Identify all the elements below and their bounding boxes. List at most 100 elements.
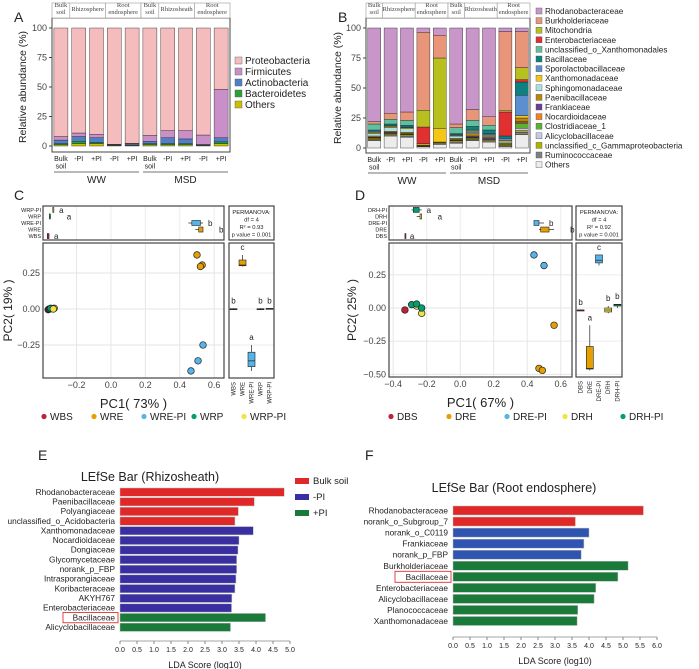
bar-segment-clostridiaceae-1 xyxy=(515,123,529,129)
data-point-wre-pi xyxy=(187,367,195,375)
pc2-box-group-label: DRE-PI xyxy=(597,381,603,402)
condition-label: WW xyxy=(87,175,106,186)
significance-letter: a xyxy=(249,333,254,342)
pc2-box-wre-pi xyxy=(247,351,256,367)
x-tick-label: 2.5 xyxy=(533,643,543,650)
data-point-dre xyxy=(538,366,546,375)
bar-segment-others xyxy=(482,141,496,149)
pc1-box-group-label: WRP-PI xyxy=(21,208,41,214)
bar-segment-actinobacteria xyxy=(89,137,104,143)
x-axis-label: PC1( 67% ) xyxy=(447,395,514,410)
x-tick-label: Bulk soil xyxy=(143,156,157,171)
bar-label: Enterobacteriaceae xyxy=(376,583,448,593)
header-group-label: Root endosphere xyxy=(499,2,529,16)
panel-label-f: F xyxy=(365,447,374,463)
x-tick-label: +PI xyxy=(516,157,527,164)
bar-segment-unclassified-o-xanthomonadales xyxy=(465,120,480,127)
legend-dot xyxy=(504,413,510,420)
legend-label: Firmicutes xyxy=(245,67,291,78)
legend-dot xyxy=(41,413,47,420)
y-axis-label: Relative abundance (%) xyxy=(332,32,344,144)
x-tick-label: 1.5 xyxy=(166,647,176,654)
lda-bar xyxy=(452,572,619,582)
bar-segment-burkholderiaceae xyxy=(383,112,398,120)
x-tick-label: −0.4 xyxy=(384,379,402,389)
condition-label: WW xyxy=(398,176,417,187)
pc2-boxplot-frame xyxy=(575,242,623,378)
x-tick-label: 4.0 xyxy=(584,643,594,650)
legend-label: Bulk soil xyxy=(313,476,348,487)
bar-segment-proteobacteria xyxy=(89,27,104,135)
pc1-box-drh xyxy=(419,213,422,220)
x-tick-label: +PI xyxy=(216,156,227,163)
lda-bar xyxy=(452,561,629,571)
bar-segment-alicyclobacillaceae xyxy=(515,127,529,131)
x-tick-label: 1.0 xyxy=(149,647,159,654)
y-tick-label: −0.50 xyxy=(363,369,386,379)
bar-segment-rhodanobacteraceae xyxy=(383,27,398,114)
lda-bar xyxy=(119,593,233,603)
legend-swatch xyxy=(234,56,243,65)
condition-label: MSD xyxy=(478,176,500,187)
lda-bar xyxy=(452,605,579,615)
y-axis-label: PC2( 25% ) xyxy=(345,279,359,341)
header-group-label: Root endosphere xyxy=(417,2,447,16)
bar-segment-rhodanobacteraceae xyxy=(449,27,463,125)
bar-segment-proteobacteria xyxy=(178,27,193,131)
lda-bar xyxy=(119,497,255,507)
bar-segment-bacillaceae xyxy=(498,135,513,139)
x-tick-label: 3.0 xyxy=(550,643,560,650)
legend-dot xyxy=(91,413,97,420)
legend-swatch xyxy=(535,46,543,53)
data-point-dbs xyxy=(401,306,409,314)
significance-letter: a xyxy=(427,206,432,215)
legend-label: DRE xyxy=(455,412,476,423)
bar-segment-unclassified-c-gammaproteobacteria xyxy=(515,130,529,133)
bar-segment-others xyxy=(449,142,463,149)
permanova-r2: R² = 0.93 xyxy=(239,225,263,231)
x-tick-label: 0.0 xyxy=(448,643,458,650)
bar-label: Polyangiaceae xyxy=(61,506,116,516)
bar-segment-others xyxy=(433,144,447,149)
panel-f-lefse-bar-chart: LEfSe Bar (Root endosphere) Rhodanobacter… xyxy=(364,481,662,666)
bar-segment-others xyxy=(71,143,86,147)
lda-bar xyxy=(119,545,239,555)
highlight-box xyxy=(62,612,119,624)
bar-segment-others xyxy=(89,143,104,147)
significance-letter: b xyxy=(606,294,611,303)
bar-label: Burkholderiaceae xyxy=(383,561,448,571)
y-tick-label: −0.25 xyxy=(363,336,386,346)
bar-segment-unclassified-o-xanthomonadales xyxy=(367,123,381,131)
header-group-label: Bulk soil xyxy=(144,2,157,16)
permanova-box xyxy=(575,205,623,241)
bar-segment-actinobacteria xyxy=(142,141,158,144)
legend-swatch xyxy=(535,122,543,130)
bar-label: Rhodanobacteraceae xyxy=(36,487,116,497)
data-point-dre xyxy=(550,321,558,329)
bar-segment-firmicutes xyxy=(160,130,175,138)
pc1-boxplot-frame xyxy=(42,205,225,241)
bar-segment-proteobacteria xyxy=(107,27,122,145)
pc1-box-wbs xyxy=(47,233,50,239)
legend-dot xyxy=(388,413,394,420)
legend-label: unclassified_o_Xanthomonadales xyxy=(545,45,667,54)
bar-label: Alicyclobacillaceae xyxy=(378,594,448,604)
legend-label: Burkholderiaceae xyxy=(545,17,609,26)
bar-segment-firmicutes xyxy=(71,132,86,137)
y-tick-label: 0.25 xyxy=(368,270,386,280)
bar-segment-sphingomonadaceae xyxy=(367,133,381,137)
bar-segment-paenibacillaceae xyxy=(515,117,529,122)
data-point-wrp-pi xyxy=(49,305,57,313)
x-tick-label: 0.4 xyxy=(174,380,187,390)
bar-label: Glycomycetaceae xyxy=(49,554,115,564)
pc1-box-wrp-pi xyxy=(52,207,55,213)
legend-label: Alicyclobacillaceae xyxy=(545,132,614,141)
x-tick-label: 0.5 xyxy=(465,643,475,650)
bar-label: norank_p_FBP xyxy=(60,564,116,574)
lda-bar xyxy=(119,564,237,574)
y-axis-label: PC2( 19% ) xyxy=(1,279,15,341)
bar-label: Intrasporangiaceae xyxy=(44,574,115,584)
legend-dot xyxy=(141,413,147,420)
bar-segment-burkholderiaceae xyxy=(400,111,414,121)
bar-segment-others xyxy=(515,134,529,149)
